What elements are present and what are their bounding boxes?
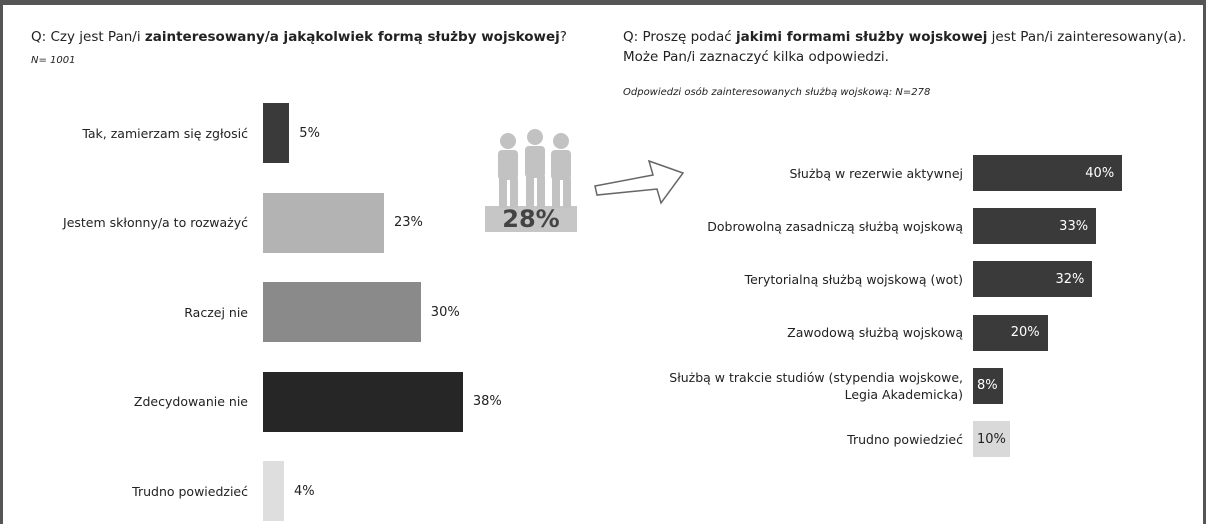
title-part: jakimi formami służby wojskowej xyxy=(735,29,988,45)
category-label: Jestem skłonny/a to rozważyć xyxy=(63,215,248,230)
bar xyxy=(263,192,384,253)
value-label: 4% xyxy=(294,483,315,499)
title-part: jest Pan/i zainteresowany(a). Może Pan/i… xyxy=(623,29,1187,65)
title-part: zainteresowany/a jakąkolwiek formą służb… xyxy=(144,29,560,45)
soldiers-graphic: 28% xyxy=(485,129,685,233)
category-label: Trudno powiedzieć xyxy=(132,483,248,499)
chart-title: Q: Czy jest Pan/i zainteresowany/a jakąk… xyxy=(31,27,567,47)
bar xyxy=(263,461,285,521)
category-label: Zdecydowanie nie xyxy=(133,394,248,409)
title-part: Q: Proszę podać xyxy=(623,29,736,45)
category-label: Raczej nie xyxy=(184,304,248,320)
value-label: 38% xyxy=(472,394,502,409)
bar xyxy=(973,314,1048,351)
title-part: ? xyxy=(559,29,567,45)
value-label: 20% xyxy=(1010,325,1040,341)
bar xyxy=(973,261,1093,298)
title-part: Q: Czy jest Pan/i xyxy=(31,29,145,45)
arrow xyxy=(594,159,685,205)
value-label: 23% xyxy=(393,215,423,230)
value-label: 8% xyxy=(977,378,998,394)
bar xyxy=(973,208,1097,245)
chart-subtitle: Odpowiedzi osób zainteresowanych służbą … xyxy=(623,87,931,98)
category-label: Służbą w trakcie studiów (stypendia wojs… xyxy=(669,369,963,402)
bar xyxy=(973,367,1003,404)
value-label: 33% xyxy=(1059,218,1089,234)
value-label: 10% xyxy=(977,431,1006,447)
soldier-silhouettes xyxy=(498,129,571,208)
value-label: 32% xyxy=(1055,271,1085,287)
category-label: Tak, zamierzam się zgłosić xyxy=(82,125,248,141)
chart-title: Q: Proszę podać jakimi formami służby wo… xyxy=(623,27,1186,67)
category-label: Służbą w rezerwie aktywnej xyxy=(789,165,963,181)
chart-subtitle: N= 1001 xyxy=(31,55,76,66)
bar xyxy=(263,103,290,163)
category-label: Dobrowolną zasadniczą służbą wojskową xyxy=(707,218,963,234)
bar xyxy=(263,371,463,432)
value-label: 5% xyxy=(299,125,320,141)
value-label: 30% xyxy=(430,304,460,320)
callout-band xyxy=(485,206,577,232)
category-label: Trudno powiedzieć xyxy=(847,431,963,447)
callout-label: 28% xyxy=(502,205,559,233)
category-label: Zawodową służbą wojskową xyxy=(787,325,963,341)
bar xyxy=(973,421,1011,457)
bar xyxy=(973,155,1123,191)
category-label: Terytorialną służbą wojskową (wot) xyxy=(744,271,963,287)
bar xyxy=(263,282,421,342)
value-label: 40% xyxy=(1085,165,1115,181)
